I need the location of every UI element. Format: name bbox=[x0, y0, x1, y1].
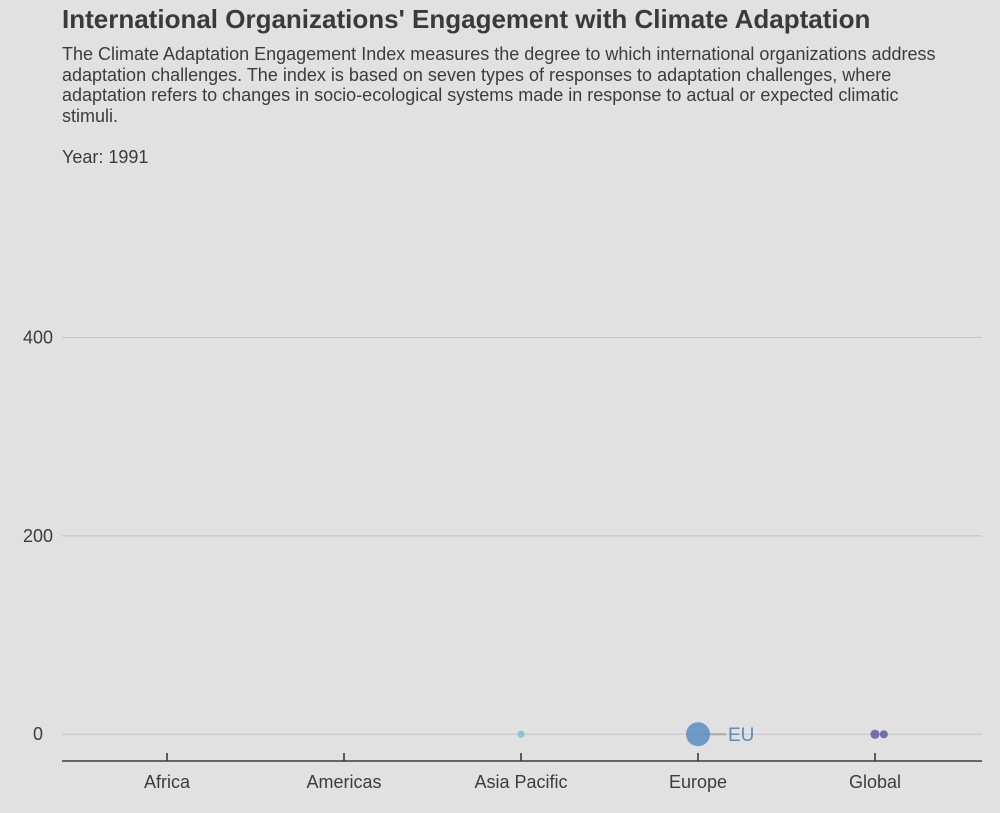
chart-subtitle: The Climate Adaptation Engagement Index … bbox=[62, 44, 936, 126]
point-label: EU bbox=[728, 725, 754, 746]
x-axis: Africa Americas Asia Pacific Europe Global bbox=[62, 753, 982, 792]
data-point bbox=[517, 730, 525, 738]
x-tick-label: Europe bbox=[669, 772, 727, 792]
chart-title: International Organizations' Engagement … bbox=[62, 4, 871, 34]
y-tick-label: 200 bbox=[23, 526, 53, 546]
x-tick-label: Global bbox=[849, 772, 901, 792]
gridlines bbox=[62, 337, 982, 735]
y-tick-label: 400 bbox=[23, 328, 53, 348]
y-tick-label: 0 bbox=[33, 724, 43, 744]
x-tick-label: Americas bbox=[306, 772, 381, 792]
x-tick-label: Africa bbox=[144, 772, 191, 792]
data-point bbox=[686, 722, 710, 747]
y-axis-tick-labels: 0 200 400 bbox=[23, 328, 53, 745]
year-label: Year: 1991 bbox=[62, 147, 149, 167]
data-point bbox=[870, 729, 880, 739]
x-tick-label: Asia Pacific bbox=[474, 772, 567, 792]
data-points: EU bbox=[517, 722, 888, 747]
data-point bbox=[879, 730, 888, 739]
